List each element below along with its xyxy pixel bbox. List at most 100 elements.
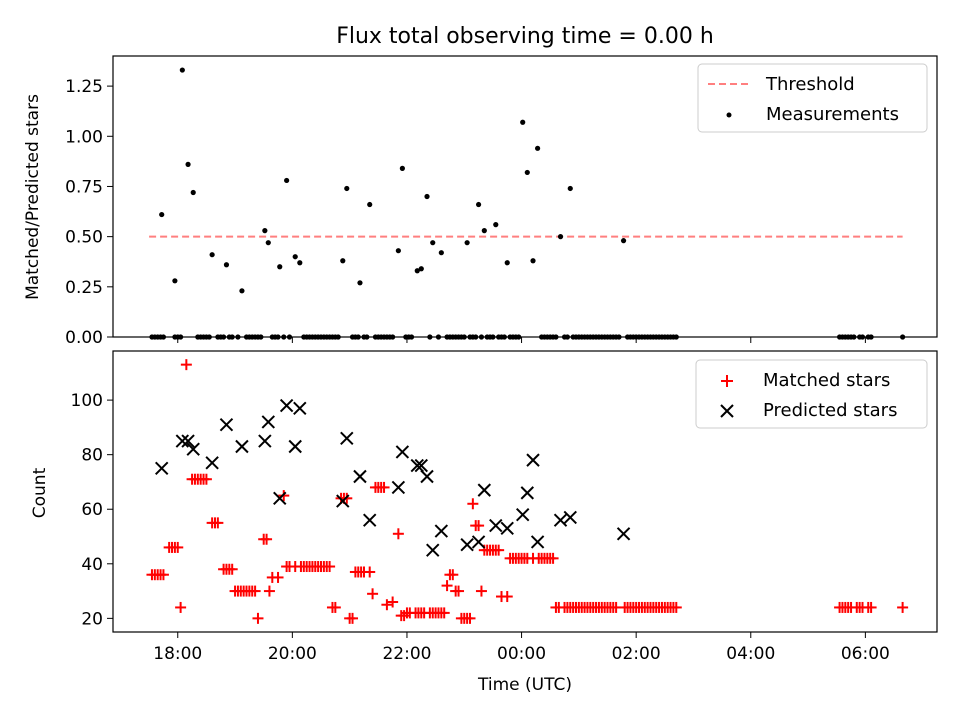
measurement-point	[340, 258, 346, 264]
measurement-point	[185, 161, 191, 167]
predicted-star-point	[410, 458, 424, 473]
matched-star-point	[367, 588, 379, 600]
measurement-point	[292, 254, 298, 260]
bottom-plot-frame	[112, 350, 938, 633]
measurement-point	[262, 228, 268, 234]
top-legend-box	[697, 63, 928, 133]
measurement-point	[344, 185, 350, 192]
predicted-star-point	[175, 434, 190, 448]
measurement-point	[520, 119, 526, 125]
measurement-point	[284, 177, 290, 184]
predicted-star-point	[181, 434, 195, 448]
predicted-star-point	[489, 518, 503, 533]
x-tick-label: 22:00	[382, 644, 431, 664]
measurement-point	[430, 240, 436, 246]
top-y-axis: 0.00 0.25 0.50 0.75 1.00 1.25	[65, 77, 113, 348]
predicted-star-point	[477, 483, 492, 497]
measurement-point	[481, 228, 487, 234]
predicted-star-point	[460, 537, 474, 552]
predicted-star-point	[219, 417, 234, 432]
top-chart-title: Flux total observing time = 0.00 h	[336, 24, 714, 49]
legend-measurements-label: Measurements	[766, 104, 899, 125]
matched-star-point	[475, 585, 487, 597]
matched-star-point	[493, 544, 505, 556]
measurement-point	[424, 193, 430, 200]
matched-star-point	[226, 563, 238, 575]
y-tick-label: 0.00	[65, 328, 103, 348]
predicted-star-point	[526, 453, 540, 467]
matched-star-point	[249, 585, 261, 597]
bottom-legend-box	[695, 359, 928, 429]
predicted-star-point	[186, 442, 200, 456]
predicted-star-point	[288, 439, 302, 454]
predicted-star-point	[391, 480, 406, 495]
x-tick-label: 04:00	[726, 644, 775, 664]
predicted-star-point	[353, 469, 367, 484]
top-legend: Threshold Measurements	[697, 63, 928, 133]
matched-star-point	[473, 520, 485, 532]
top-y-axis-label: Matched/Predicted stars	[23, 94, 43, 300]
matched-star-point	[438, 607, 450, 619]
matched-star-point	[261, 533, 273, 545]
matched-star-point	[464, 612, 476, 624]
measurement-point	[504, 260, 510, 266]
matched-star-point	[387, 596, 399, 608]
measurement-point	[493, 222, 499, 228]
x-tick-label: 20:00	[268, 644, 317, 664]
matched-star-point	[175, 601, 187, 613]
measurement-point	[438, 250, 444, 256]
measurement-point	[557, 234, 564, 240]
matched-star-point	[501, 591, 513, 603]
predicted-star-point	[279, 398, 294, 413]
measurement-point	[239, 288, 245, 294]
x-tick-label: 18:00	[153, 644, 202, 664]
predicted-star-point	[340, 431, 354, 446]
measurement-point	[209, 252, 215, 258]
matched-star-point	[467, 498, 479, 510]
matched-star-point	[547, 552, 559, 564]
matched-star-point	[897, 601, 909, 613]
predicted-star-point	[434, 524, 449, 538]
bottom-x-axis: 18:00 20:00 22:00 00:00 02:00 04:00 06:00	[153, 632, 890, 664]
measurement-point	[418, 266, 424, 272]
y-tick-label: 80	[81, 446, 103, 466]
predicted-star-point	[363, 513, 377, 527]
matched-star-point	[200, 473, 212, 485]
legend-predicted-marker	[720, 404, 734, 418]
measurement-point	[399, 165, 405, 171]
predicted-star-point	[154, 461, 169, 476]
predicted-star-point	[563, 510, 577, 525]
measurement-point	[277, 264, 283, 270]
matched-star-point	[441, 580, 453, 592]
predicted-star-point	[395, 445, 410, 459]
measurement-point	[172, 278, 178, 284]
matched-star-point	[447, 569, 459, 581]
matched-star-point	[347, 612, 359, 624]
predicted-star-point	[258, 434, 272, 448]
matched-star-point	[670, 601, 682, 613]
measurement-point	[395, 248, 401, 254]
measurement-point	[464, 240, 470, 246]
y-tick-label: 0.25	[65, 278, 103, 298]
predicted-star-point	[530, 535, 545, 549]
measurement-point	[367, 201, 373, 208]
measurement-point	[159, 211, 165, 218]
predicted-star-point	[414, 458, 428, 473]
measurement-point	[535, 145, 541, 151]
measurement-point	[567, 185, 573, 192]
measurement-point	[223, 262, 230, 268]
matched-star-point	[381, 599, 393, 611]
matched-star-point	[453, 585, 465, 597]
bottom-plot-area	[146, 359, 909, 624]
matched-star-point	[252, 612, 264, 624]
matched-star-point	[212, 517, 224, 529]
legend-matched-marker	[721, 375, 733, 387]
matched-star-point	[180, 359, 192, 371]
matched-star-point	[865, 601, 877, 613]
matched-star-point	[324, 561, 336, 573]
x-tick-label: 06:00	[841, 644, 890, 664]
y-tick-label: 0.50	[65, 228, 103, 248]
measurement-point	[179, 67, 185, 73]
measurement-point	[414, 268, 420, 274]
